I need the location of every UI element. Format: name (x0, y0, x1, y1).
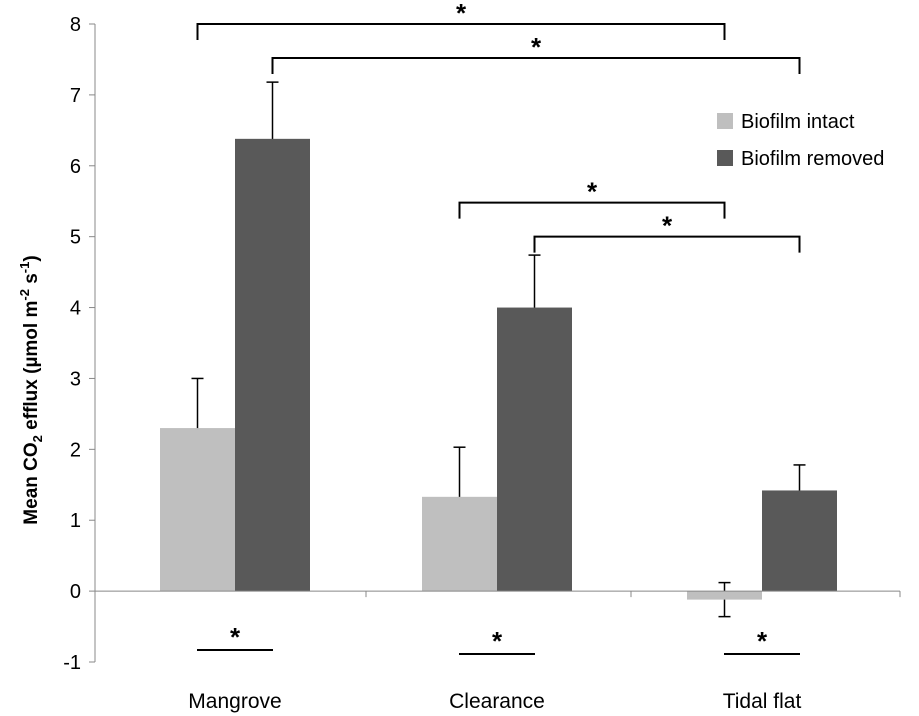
significance-marks: * * * * * * * (196, 0, 801, 656)
significance-bracket (533, 235, 801, 253)
bar (422, 496, 497, 592)
y-tick-label: 0 (70, 581, 81, 603)
legend-swatch (717, 150, 733, 166)
y-tick-label: 8 (70, 14, 81, 36)
legend: Biofilm intact Biofilm removed (717, 111, 884, 170)
y-axis-title: Mean CO2 efflux (µmol m-2 s-1) (17, 255, 45, 524)
y-tick-label: 5 (70, 227, 81, 249)
legend-swatch (717, 113, 733, 129)
significance-star: * (531, 32, 542, 62)
bar (497, 307, 572, 592)
y-tick-label: 1 (70, 510, 81, 532)
significance-bracket (196, 23, 726, 40)
y-tick-label: 6 (70, 156, 81, 178)
legend-label: Biofilm removed (741, 148, 884, 170)
legend-label: Biofilm intact (741, 111, 855, 133)
significance-bracket (458, 201, 726, 219)
y-tick-label: -1 (63, 652, 81, 674)
significance-star: * (456, 0, 467, 28)
significance-star: * (662, 211, 673, 241)
significance-bracket (271, 57, 801, 75)
significance-star: * (757, 626, 768, 656)
significance-star: * (587, 177, 598, 207)
bar (762, 490, 837, 592)
y-tick-label: 2 (70, 439, 81, 461)
x-category-label: Clearance (449, 690, 545, 713)
x-category-label: Mangrove (188, 690, 281, 713)
y-tick-label: 7 (70, 85, 81, 107)
y-tick-label: 3 (70, 368, 81, 390)
bars (160, 138, 837, 600)
axes: -1 0 1 2 3 4 5 6 7 8 Mangrove Clearance Tidal flat (63, 14, 901, 713)
significance-star: * (492, 626, 503, 656)
y-tick-label: 4 (70, 298, 81, 320)
x-category-label: Tidal flat (723, 690, 802, 713)
significance-star: * (230, 622, 241, 652)
bar (160, 428, 235, 592)
bar (687, 591, 762, 600)
bar (235, 138, 310, 592)
